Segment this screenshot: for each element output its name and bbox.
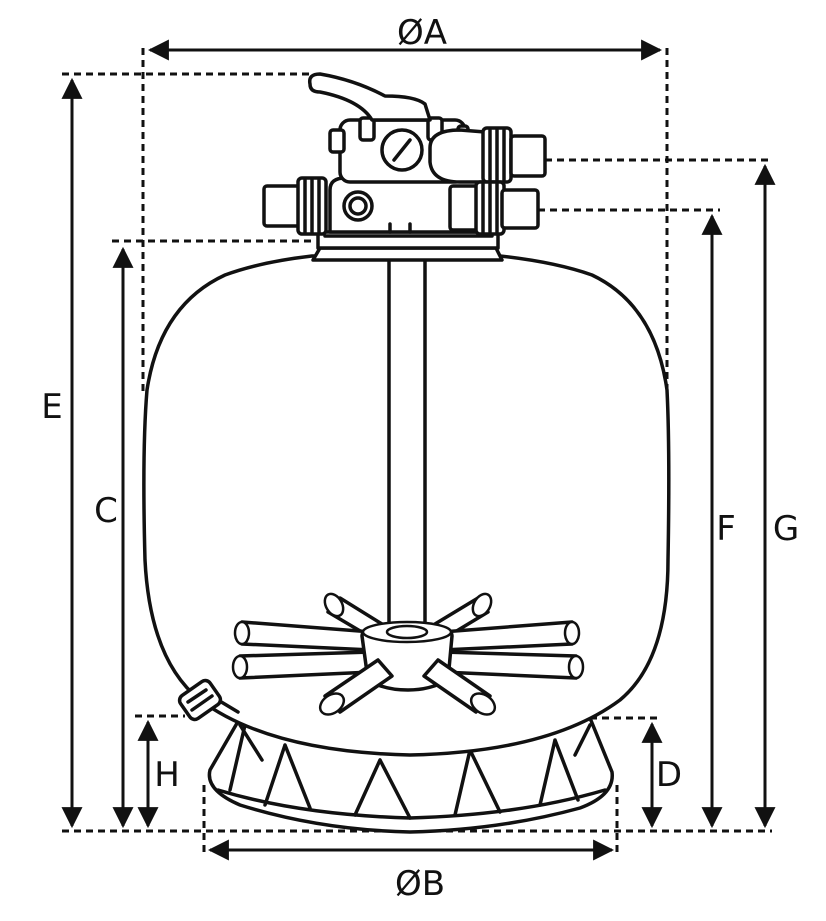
- label-e: E: [41, 387, 62, 427]
- dimension-arrows: [61, 39, 776, 861]
- drain-plug: [177, 678, 240, 722]
- label-dia-a: ØA: [397, 13, 447, 53]
- multiport-valve: [262, 72, 547, 236]
- label-f: F: [716, 509, 736, 549]
- label-d: D: [656, 755, 682, 795]
- tank-collar: [311, 230, 504, 262]
- dimension-labels: ØA ØB E C H D F G: [41, 13, 799, 904]
- label-dia-b: ØB: [395, 864, 445, 904]
- label-h: H: [154, 755, 180, 795]
- label-g: G: [773, 509, 799, 549]
- central-pipe: [387, 253, 427, 637]
- reference-lines: [62, 48, 772, 852]
- laterals-hub: [231, 592, 585, 716]
- label-c: C: [94, 491, 118, 531]
